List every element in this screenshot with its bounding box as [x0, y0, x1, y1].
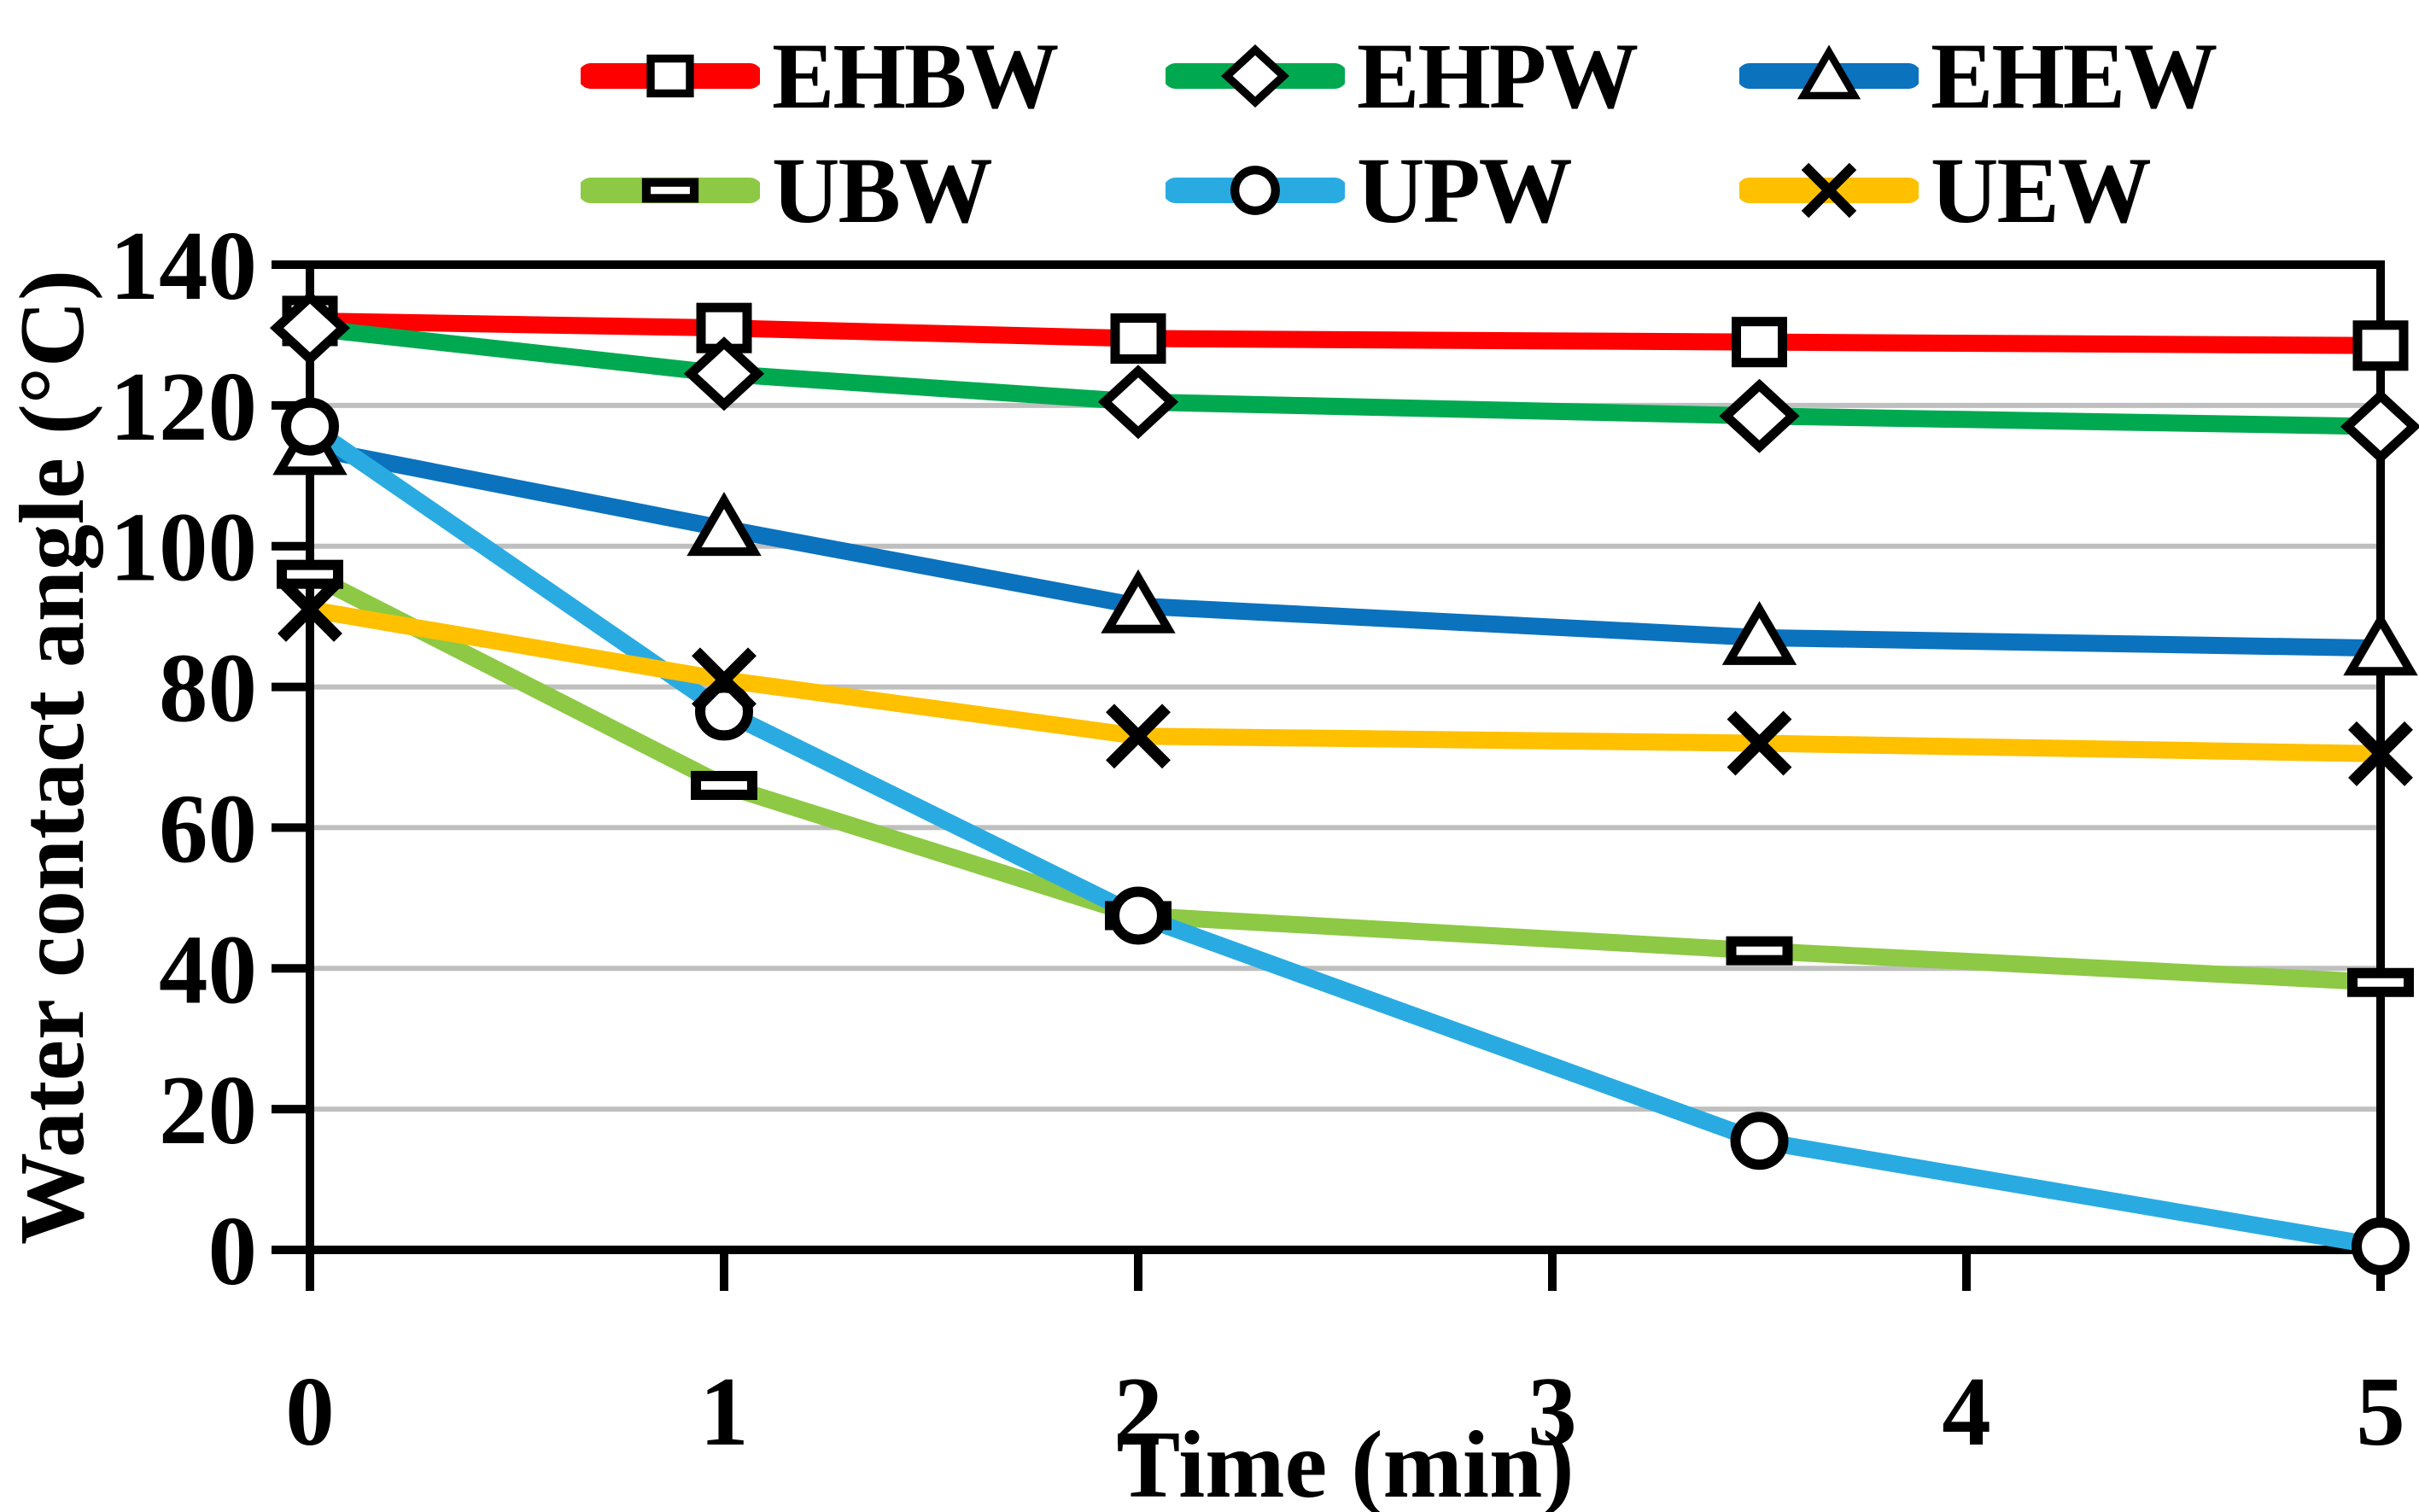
y-tick-label: 20 [159, 1056, 257, 1165]
series-line-ehbw [301, 312, 2389, 354]
x-tick-label: 0 [285, 1357, 335, 1466]
legend-item-ehew: EHEW [1739, 16, 2217, 136]
legend-item-ehpw: EHPW [1166, 16, 1639, 136]
legend-label: EHPW [1357, 24, 1639, 128]
legend-label: EHEW [1931, 24, 2217, 128]
y-tick-label: 60 [159, 774, 257, 883]
y-tick-label: 40 [159, 915, 257, 1024]
series-markers-uew [278, 576, 2413, 786]
tick-labels: 0 20 40 60 80 100 120 140 0 1 2 3 4 5 [110, 212, 2405, 1466]
legend-swatch-uew [1739, 162, 1919, 219]
series-line-upw [301, 417, 2389, 1255]
y-tick-label: 80 [159, 634, 257, 743]
legend-item-upw: UPW [1166, 131, 1573, 250]
legend-label: UBW [772, 138, 993, 242]
legend-item-uew: UEW [1739, 131, 2152, 250]
legend-swatch-ehpw [1166, 44, 1345, 108]
legend-label: EHBW [772, 24, 1059, 128]
x-tick-label: 5 [2356, 1357, 2405, 1466]
x-tick-label: 4 [1942, 1357, 1991, 1466]
legend-label: UPW [1357, 138, 1573, 242]
series-markers-ehpw [269, 290, 2419, 464]
y-axis-title: Water contact angle (°C) [2, 270, 103, 1245]
y-tick-label: 0 [208, 1197, 258, 1305]
legend-swatch-upw [1166, 166, 1345, 215]
y-tick-label: 100 [110, 493, 258, 602]
x-tick-label: 1 [699, 1357, 749, 1466]
x-axis-title: Time (min) [1116, 1412, 1575, 1512]
legend-item-ehbw: EHBW [581, 16, 1059, 136]
legend-swatch-ubw [581, 178, 760, 203]
legend-label: UEW [1931, 138, 2152, 242]
legend-swatch-ehbw [581, 54, 760, 98]
gridlines [310, 402, 2381, 1112]
y-tick-label: 120 [110, 353, 258, 461]
series-markers-upw [281, 397, 2410, 1276]
legend-item-ubw: UBW [581, 131, 993, 250]
y-tick-label: 140 [110, 212, 258, 320]
x-tick-label: 3 [1528, 1357, 1577, 1466]
legend-swatch-ehew [1739, 44, 1919, 100]
x-tick-label: 2 [1113, 1357, 1163, 1466]
